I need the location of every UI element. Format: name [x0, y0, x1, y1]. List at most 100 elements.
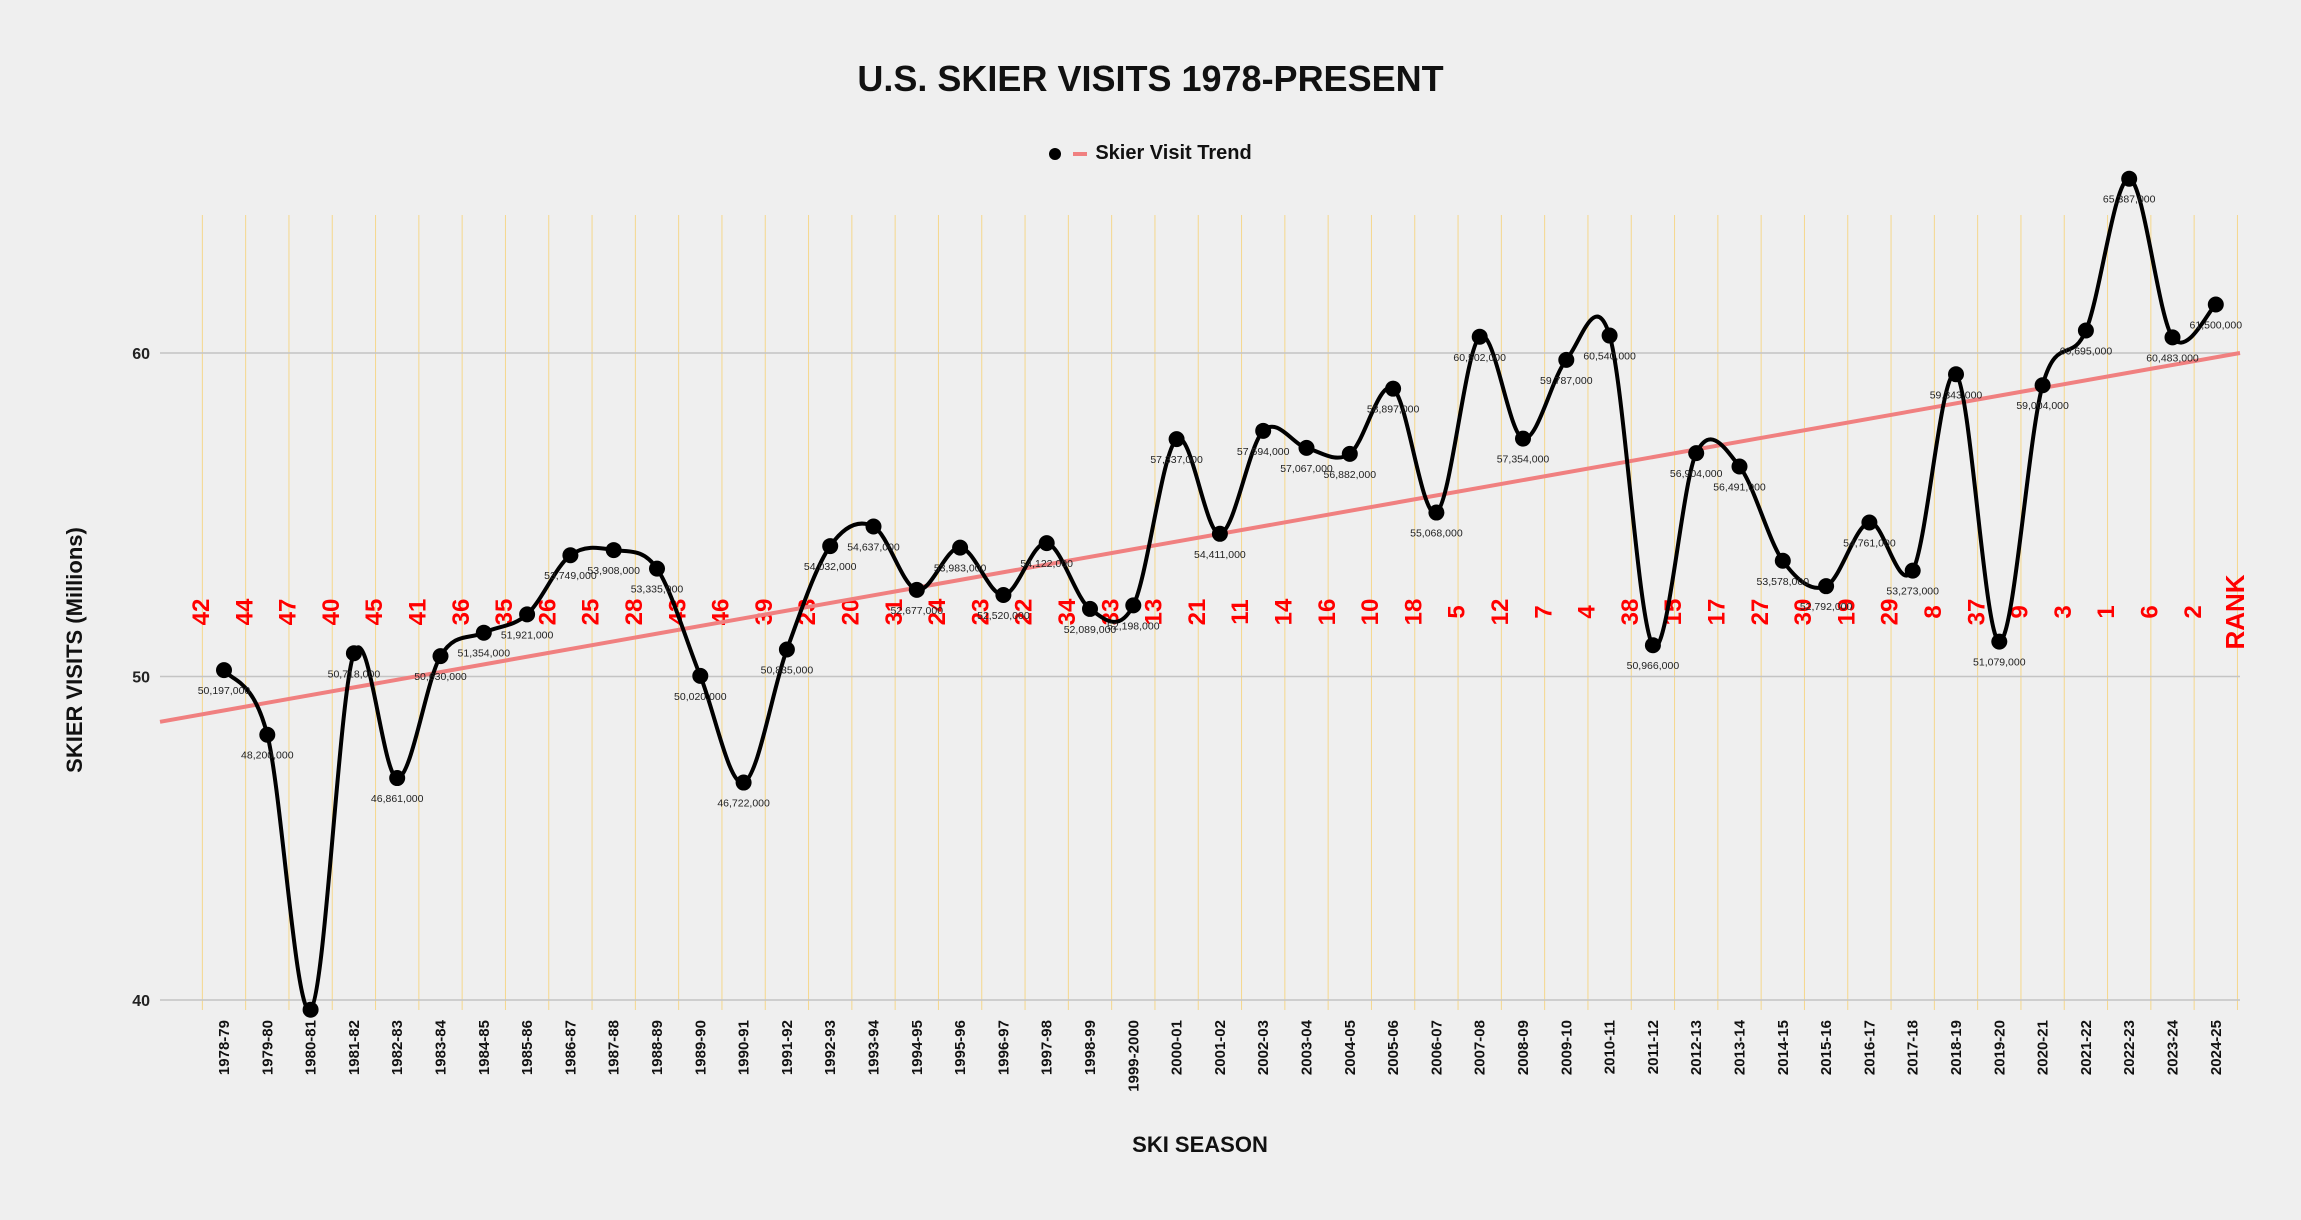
rank-label-value: 34	[1054, 598, 1081, 625]
data-point	[389, 770, 406, 787]
rank-label-value: 17	[1704, 599, 1731, 626]
data-label: 54,411,000	[1194, 549, 1246, 561]
data-point	[908, 581, 925, 598]
data-label: 50,630,000	[414, 671, 467, 683]
data-point	[1904, 562, 1921, 579]
x-tick-label: 1990-91	[736, 1020, 753, 1075]
x-tick-label: 2015-16	[1818, 1020, 1835, 1075]
data-label: 52,677,000	[891, 605, 944, 617]
rank-label-value: 21	[1184, 599, 1211, 626]
data-point	[2164, 329, 2181, 346]
y-tick-label: 60	[132, 346, 150, 363]
rank-label-value: 42	[188, 599, 215, 626]
rank-label-value: 18	[1400, 599, 1427, 626]
data-label: 57,594,000	[1237, 446, 1290, 458]
rank-label-value: 41	[405, 599, 432, 626]
data-label: 65,387,000	[2103, 194, 2156, 206]
data-point	[1341, 445, 1358, 462]
x-tick-label: 1989-90	[692, 1020, 709, 1075]
data-point	[1731, 458, 1748, 475]
rank-label-value: 44	[231, 598, 258, 625]
data-point	[1688, 445, 1705, 462]
x-tick-label: 1999-2000	[1125, 1020, 1142, 1092]
data-point	[2121, 170, 2138, 187]
rank-label-value: 27	[1747, 599, 1774, 626]
data-point	[778, 641, 795, 658]
data-label: 54,637,000	[847, 541, 900, 553]
x-tick-label: 2023-24	[2165, 1019, 2182, 1075]
x-tick-label: 1984-85	[476, 1020, 493, 1075]
legend-line-icon	[1073, 151, 1088, 156]
data-point	[2034, 377, 2051, 394]
data-point	[822, 538, 839, 555]
data-label: 53,273,000	[1886, 586, 1939, 598]
data-point	[302, 1001, 319, 1018]
data-label: 50,835,000	[761, 664, 814, 676]
y-axis-label: SKIER VISITS (Millions)	[62, 527, 87, 773]
data-point	[1385, 380, 1402, 397]
rank-label-value: 6	[2137, 605, 2164, 618]
data-point	[1471, 328, 1488, 345]
x-tick-label: 1983-84	[433, 1019, 450, 1075]
data-label: 54,032,000	[804, 561, 857, 573]
x-tick-label: 2004-05	[1342, 1020, 1359, 1075]
rank-label-value: 10	[1357, 599, 1384, 626]
y-tick-label: 50	[132, 670, 150, 687]
rank-label-value: 38	[1617, 599, 1644, 626]
x-tick-label: 2022-23	[2121, 1020, 2138, 1075]
data-point	[1774, 552, 1791, 569]
data-point	[1558, 351, 1575, 368]
x-tick-label: 2021-22	[2078, 1020, 2095, 1075]
x-tick-label: 1998-99	[1082, 1020, 1099, 1075]
data-point	[1601, 327, 1618, 344]
rank-label-value: 12	[1487, 599, 1514, 626]
data-label: 58,897,000	[1367, 404, 1420, 416]
data-label: 60,540,000	[1583, 351, 1636, 363]
x-tick-label: 1980-81	[303, 1020, 320, 1075]
x-tick-label: 2009-10	[1558, 1020, 1575, 1075]
x-tick-label: 2018-19	[1948, 1020, 1965, 1075]
x-tick-label: 1978-79	[216, 1020, 233, 1075]
rank-label-value: 19	[1833, 599, 1860, 626]
data-label: 50,966,000	[1627, 660, 1680, 672]
data-label: 46,722,000	[717, 798, 770, 810]
rank-label-value: 29	[1877, 599, 1904, 626]
data-point	[562, 547, 579, 564]
data-label: 46,861,000	[371, 793, 424, 805]
x-tick-label: 1982-83	[389, 1020, 406, 1075]
data-label: 55,068,000	[1410, 528, 1463, 540]
data-label: 48,200,000	[241, 750, 294, 762]
data-point	[259, 726, 276, 743]
x-tick-label: 2010-11	[1602, 1020, 1619, 1074]
x-tick-label: 1996-97	[995, 1020, 1012, 1075]
rank-label-value: 22	[1011, 599, 1038, 626]
x-axis-label: SKI SEASON	[1132, 1132, 1268, 1157]
rank-label-value: 16	[1314, 599, 1341, 626]
x-tick-label: 2001-02	[1212, 1020, 1229, 1075]
x-tick-label: 1985-86	[519, 1020, 536, 1075]
data-point	[2077, 322, 2094, 339]
data-point	[692, 667, 709, 684]
x-tick-label: 2002-03	[1255, 1020, 1272, 1075]
data-label: 56,491,000	[1713, 482, 1766, 494]
x-tick-label: 1991-92	[779, 1020, 796, 1075]
data-label: 50,020,000	[674, 691, 727, 703]
data-label: 53,578,000	[1757, 576, 1810, 588]
data-label: 60,483,000	[2146, 352, 2199, 364]
data-point	[1991, 633, 2008, 650]
data-label: 52,089,000	[1064, 624, 1117, 636]
chart-title: U.S. SKIER VISITS 1978-PRESENT	[857, 58, 1444, 99]
data-label: 56,904,000	[1670, 468, 1723, 480]
legend: Skier Visit Trend	[0, 142, 2301, 165]
data-point	[1948, 366, 1964, 383]
rank-label-value: 26	[534, 599, 561, 626]
rank-label: RANK	[2220, 574, 2250, 649]
data-point	[345, 645, 362, 662]
x-tick-label: 1992-93	[822, 1020, 839, 1075]
legend-label: Skier Visit Trend	[1095, 142, 1252, 164]
data-point	[1644, 637, 1661, 654]
data-point	[649, 560, 665, 577]
x-tick-label: 2008-09	[1515, 1020, 1532, 1075]
data-label: 52,792,000	[1800, 601, 1853, 613]
